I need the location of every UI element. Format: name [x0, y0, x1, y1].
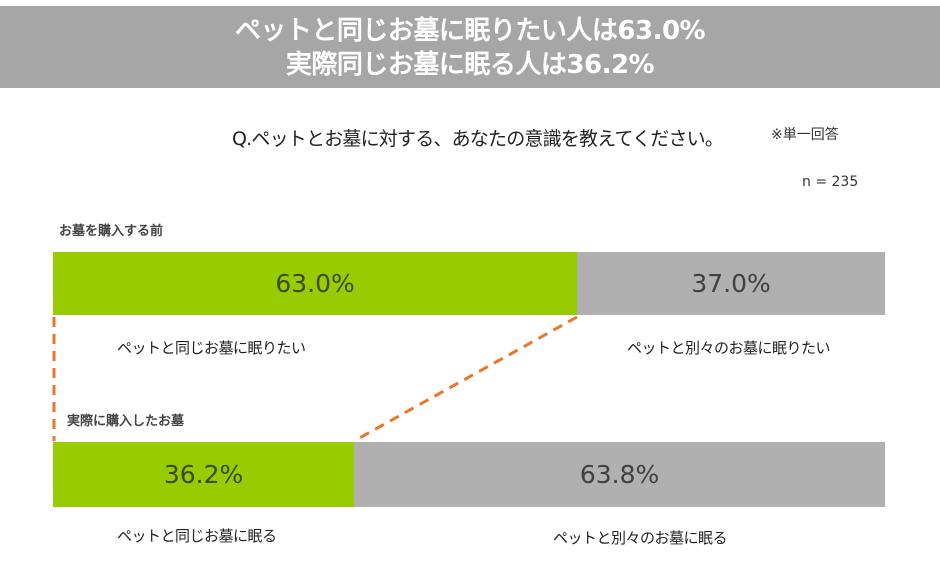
segment-separate-grave-wish: 37.0%	[577, 252, 885, 315]
row-label-actual-purchase: 実際に購入したお墓	[67, 414, 185, 429]
segment-value: 36.2%	[163, 460, 244, 489]
category-label-same-wish: ペットと同じお墓に眠りたい	[117, 339, 306, 357]
segment-same-grave-actual: 36.2%	[53, 442, 355, 507]
bar-before-purchase: 63.0% 37.0%	[53, 252, 885, 315]
segment-same-grave-wish: 63.0%	[53, 252, 578, 315]
bar-actual-purchase: 36.2% 63.8%	[53, 442, 885, 507]
category-label-same-actual: ペットと同じお墓に眠る	[117, 527, 277, 545]
answer-type-note: ※単一回答	[771, 127, 839, 143]
headline-line-1: ペットと同じお墓に眠りたい人は63.0%	[234, 16, 706, 46]
segment-value: 37.0%	[691, 269, 771, 298]
segment-value: 63.0%	[275, 269, 355, 298]
headline-banner: ペットと同じお墓に眠りたい人は63.0% 実際同じお墓に眠る人は36.2%	[0, 6, 940, 88]
diagonal-connector-line	[353, 315, 578, 443]
survey-question: Q.ペットとお墓に対する、あなたの意識を教えてください。	[232, 128, 724, 150]
sample-size: n = 235	[802, 174, 859, 190]
headline-line-2: 実際同じお墓に眠る人は36.2%	[285, 50, 655, 80]
row-label-before-purchase: お墓を購入する前	[59, 224, 164, 239]
segment-value: 63.8%	[579, 460, 660, 489]
category-label-separate-wish: ペットと別々のお墓に眠りたい	[627, 339, 831, 357]
category-label-separate-actual: ペットと別々のお墓に眠る	[553, 529, 728, 547]
segment-separate-grave-actual: 63.8%	[354, 442, 885, 507]
